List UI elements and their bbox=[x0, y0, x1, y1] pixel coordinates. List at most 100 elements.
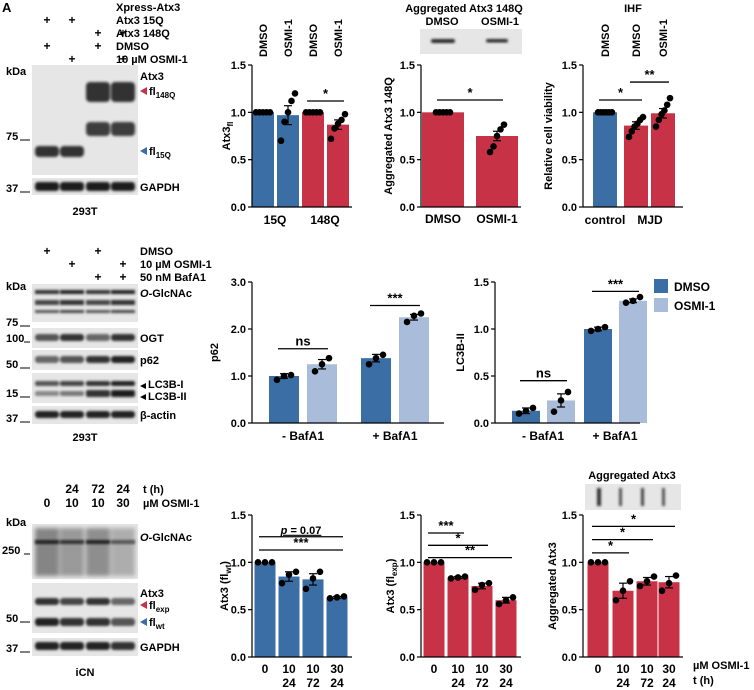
data-point bbox=[273, 376, 281, 384]
fl148-arrow-icon bbox=[140, 87, 147, 95]
gapdh-label-c: GAPDH bbox=[140, 642, 180, 654]
x-time-label: 24 bbox=[282, 676, 296, 690]
data-point bbox=[564, 388, 572, 396]
x-time-label: 72 bbox=[306, 676, 320, 690]
legend-label-dmso: DMSO bbox=[674, 280, 710, 294]
data-point bbox=[557, 397, 565, 404]
slot-blot-a-lane-dmso: DMSO bbox=[426, 16, 459, 28]
data-point bbox=[529, 404, 537, 412]
data-point bbox=[318, 360, 326, 368]
panel-letter-a: A bbox=[2, 0, 12, 15]
condition-label: Xpress-Atx3 bbox=[116, 2, 180, 14]
data-point bbox=[417, 310, 425, 317]
dose-tick: 0 bbox=[44, 496, 51, 510]
x-tick-label: 15Q bbox=[264, 213, 287, 227]
data-point bbox=[665, 579, 673, 587]
y-tick-label: 1.0 bbox=[231, 371, 246, 383]
bar bbox=[254, 562, 276, 657]
bar bbox=[302, 112, 324, 207]
flexp-arrow-icon bbox=[140, 601, 147, 609]
data-point bbox=[311, 368, 319, 375]
data-point bbox=[493, 132, 501, 140]
data-point bbox=[636, 582, 644, 590]
bar bbox=[307, 364, 337, 423]
x-tick-label: DMSO bbox=[425, 212, 461, 226]
data-point bbox=[266, 109, 274, 116]
y-tick-label: 0.0 bbox=[231, 202, 246, 214]
x-tick-label: 0 bbox=[431, 662, 438, 676]
condition-mark: + bbox=[43, 39, 50, 53]
significance-label: p = 0.07 bbox=[280, 525, 322, 537]
slot-blot-a: Aggregated Atx3 148Q DMSO OSMI-1 bbox=[405, 3, 523, 54]
x-tick-label: + BafA1 bbox=[592, 429, 637, 443]
top-label: OSMI-1 bbox=[333, 19, 345, 57]
data-point bbox=[446, 109, 454, 116]
y-tick-label: 0.5 bbox=[231, 155, 246, 167]
flexp-label: flexp bbox=[149, 600, 170, 614]
data-point bbox=[502, 596, 510, 604]
data-point bbox=[619, 587, 627, 595]
mw-75-a: 75 bbox=[6, 131, 18, 143]
condition-mark: + bbox=[68, 52, 75, 66]
significance-label: *** bbox=[608, 276, 624, 291]
y-axis-label: Aggregated Atx3 148Q bbox=[383, 77, 395, 195]
lc3b1-arrow-icon bbox=[140, 383, 146, 389]
mw-15-b: 15 bbox=[6, 388, 18, 400]
mw-250-c: 250 bbox=[2, 545, 20, 557]
x-time-label: 24 bbox=[662, 676, 676, 690]
data-point bbox=[636, 293, 644, 301]
bar bbox=[277, 115, 299, 207]
mw-50-b: 50 bbox=[6, 359, 18, 371]
mw-50-c: 50 bbox=[6, 613, 18, 625]
kda-label-a: kDa bbox=[6, 66, 27, 78]
x-tick-label: 30 bbox=[330, 662, 344, 676]
top-label: DMSO bbox=[308, 24, 320, 57]
x-time-label: 72 bbox=[640, 676, 654, 690]
condition-label: 10 µM OSMI-1 bbox=[116, 54, 188, 66]
data-point bbox=[341, 110, 349, 118]
data-point bbox=[612, 596, 620, 604]
data-point bbox=[608, 109, 616, 116]
dose-tick: 10 bbox=[65, 496, 79, 510]
condition-mark: + bbox=[94, 26, 101, 40]
x-tick-label: OSMI-1 bbox=[476, 212, 518, 226]
condition-mark: + bbox=[119, 52, 126, 66]
condition-mark: + bbox=[119, 257, 126, 271]
data-point bbox=[309, 575, 317, 582]
lc3b2-label: LC3B-II bbox=[148, 391, 187, 403]
data-point bbox=[365, 360, 373, 368]
condition-label: Atx3 15Q bbox=[116, 15, 164, 27]
data-point bbox=[379, 351, 387, 359]
data-point bbox=[331, 125, 338, 132]
significance-label: * bbox=[467, 85, 473, 100]
x-tick-label: 0 bbox=[262, 662, 269, 676]
y-tick-label: 2.0 bbox=[231, 324, 246, 336]
y-tick-label: 1.0 bbox=[231, 557, 246, 569]
fl15-label: fl15Q bbox=[149, 146, 171, 160]
y-tick-label: 0.0 bbox=[562, 652, 577, 664]
c-axis-time-label: t (h) bbox=[693, 675, 714, 687]
x-tick-label: 148Q bbox=[310, 213, 339, 227]
bar bbox=[399, 317, 429, 423]
y-axis-label: Atx3 (flwt) bbox=[219, 561, 233, 611]
kda-label-c: kDa bbox=[6, 517, 27, 529]
atx3-label-a: Atx3 bbox=[140, 71, 164, 83]
flwt-label: flwt bbox=[149, 617, 165, 631]
y-axis-label-sub: fl bbox=[226, 122, 235, 127]
data-point bbox=[486, 148, 494, 156]
data-point bbox=[497, 126, 504, 133]
bar bbox=[587, 562, 609, 657]
y-tick-label: 1.0 bbox=[400, 107, 415, 119]
y-tick-label: 1.0 bbox=[400, 557, 415, 569]
data-point bbox=[515, 410, 523, 417]
mw-37-b: 37 bbox=[6, 413, 18, 425]
top-label: OSMI-1 bbox=[658, 19, 670, 57]
significance-label: *** bbox=[293, 535, 309, 550]
significance-label: * bbox=[323, 86, 329, 101]
ogt-label-b: OGT bbox=[140, 333, 164, 345]
x-tick-label: 0 bbox=[595, 662, 602, 676]
y-tick-label: 0.5 bbox=[231, 605, 246, 617]
y-tick-label: 1.5 bbox=[231, 60, 246, 72]
